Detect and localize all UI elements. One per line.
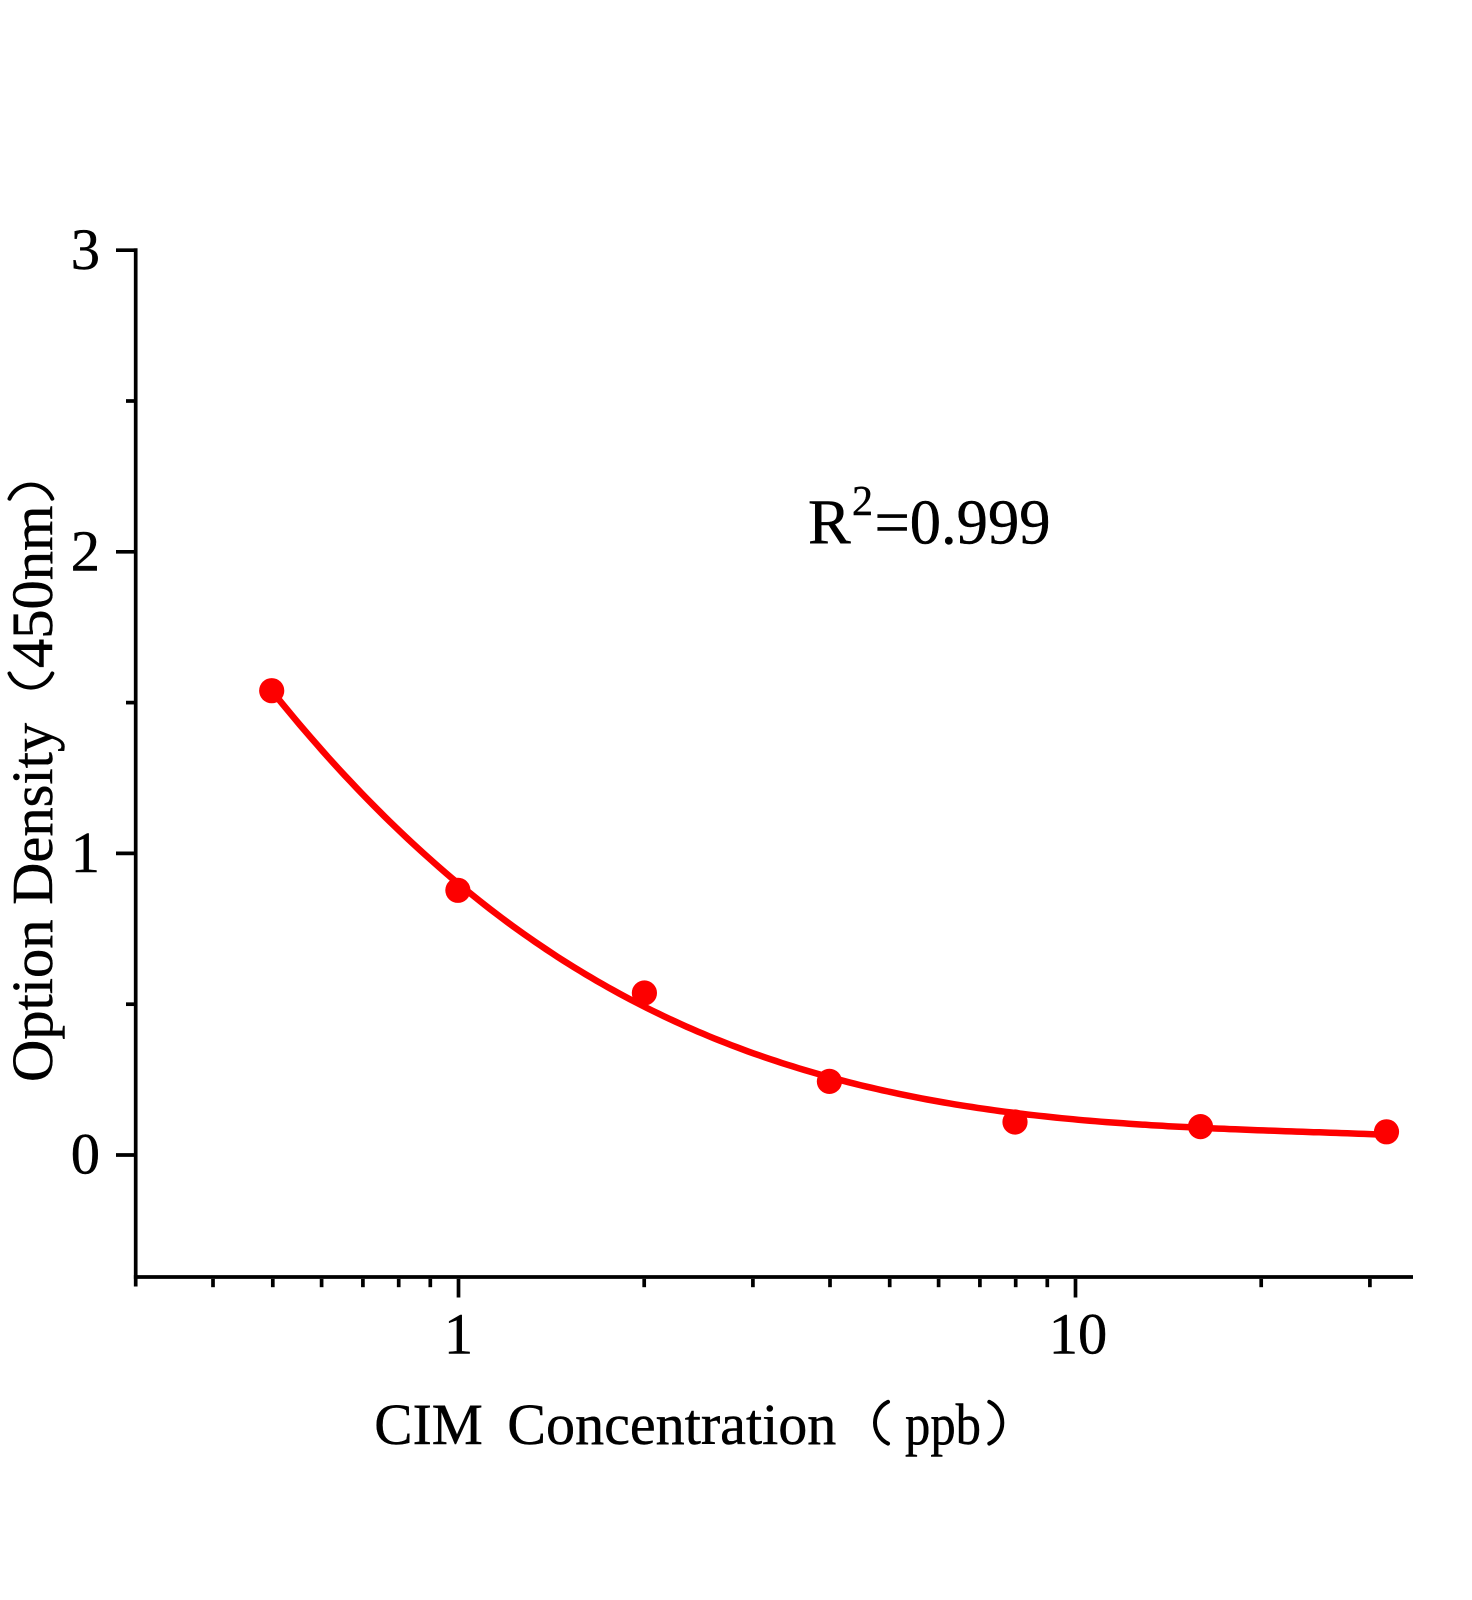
svg-text:Concentration: Concentration bbox=[507, 1392, 836, 1457]
svg-text:450nm: 450nm bbox=[0, 505, 65, 668]
svg-text:Option Density: Option Density bbox=[0, 722, 65, 1082]
svg-text:CIM: CIM bbox=[374, 1392, 483, 1457]
svg-text:R: R bbox=[808, 487, 851, 558]
svg-text:ppb: ppb bbox=[905, 1392, 981, 1457]
svg-text:2: 2 bbox=[71, 518, 100, 583]
svg-text:1: 1 bbox=[71, 820, 100, 885]
svg-text:0: 0 bbox=[71, 1122, 100, 1187]
svg-text:=0.999: =0.999 bbox=[875, 487, 1051, 558]
svg-text:2: 2 bbox=[852, 479, 873, 525]
svg-text:1: 1 bbox=[444, 1302, 473, 1367]
svg-text:3: 3 bbox=[71, 217, 100, 282]
svg-text:10: 10 bbox=[1049, 1302, 1108, 1367]
